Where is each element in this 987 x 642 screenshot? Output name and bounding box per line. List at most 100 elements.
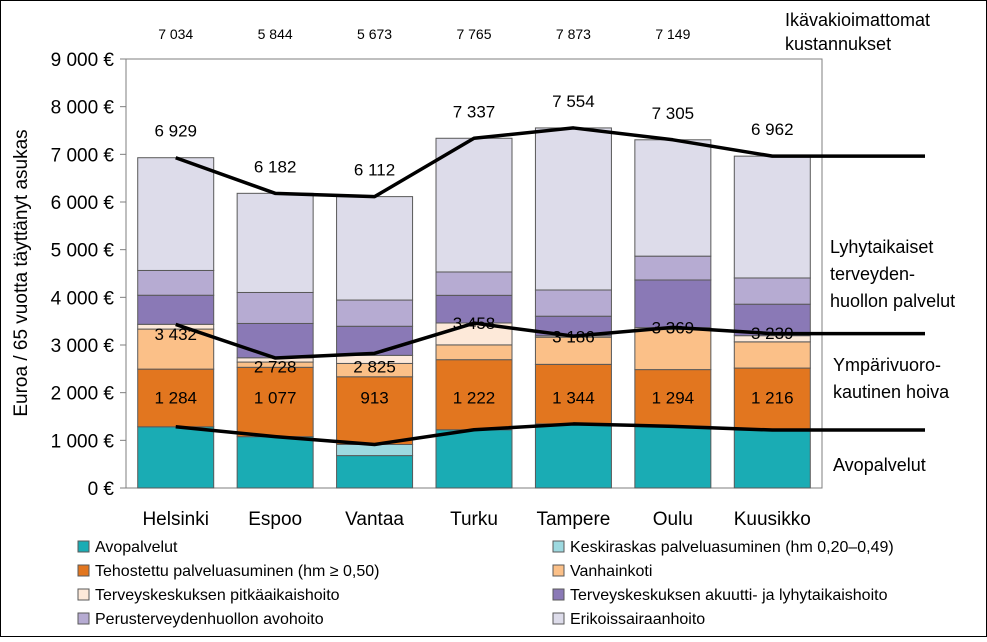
ymparivuorokautinen-data-label: 3 239: [751, 324, 794, 343]
x-category-label: Tampere: [536, 509, 610, 530]
y-tick-label: 1 000 €: [51, 431, 115, 452]
lyhytaikaiset-label: terveyden-: [830, 264, 915, 284]
ikavakioimaton-value: 5 673: [357, 26, 392, 42]
bar-segment: [336, 325, 414, 356]
bar-segment: [634, 139, 712, 257]
legend-label: Keskiraskas palveluasuminen (hm 0,20–0,4…: [570, 539, 894, 556]
legend-swatch: [552, 540, 565, 553]
x-category-label: Helsinki: [142, 509, 209, 530]
y-tick-label: 0 €: [88, 479, 115, 500]
x-category-label: Vantaa: [345, 509, 404, 530]
bar-segment: [733, 155, 811, 279]
bar-segment: [534, 289, 612, 317]
bar-segment: [634, 369, 712, 427]
total-data-label: 7 337: [453, 102, 496, 121]
legend-swatch: [77, 564, 90, 577]
ymparivuorokautinen-label: kautinen hoiva: [833, 382, 950, 402]
legend-swatch: [77, 588, 90, 601]
legend-swatch: [77, 612, 90, 625]
legend-label: Erikoissairaanhoito: [570, 611, 705, 628]
ikavakioimattomat-label: kustannukset: [785, 34, 891, 54]
y-tick-label: 9 000 €: [51, 50, 115, 71]
bar-segment: [733, 277, 811, 305]
legend-label: Perusterveydenhuollon avohoito: [95, 611, 324, 628]
legend-label: Terveyskeskuksen pitkäaikaishoito: [95, 587, 340, 604]
bar-segment: [236, 436, 314, 489]
bar-segment: [336, 376, 414, 445]
ymparivuorokautinen-data-label: 3 369: [652, 318, 695, 337]
ikavakioimaton-value: 7 765: [456, 26, 491, 42]
avopalvelut-data-label: 1 077: [254, 388, 297, 407]
bar-segment: [634, 279, 712, 329]
bar-segment: [435, 271, 513, 296]
avopalvelut-label: Avopalvelut: [833, 455, 926, 475]
total-data-label: 7 305: [652, 104, 695, 123]
y-tick-label: 2 000 €: [51, 384, 115, 405]
legend-label: Avopalvelut: [95, 539, 178, 556]
lyhytaikaiset-label: huollon palvelut: [830, 291, 955, 311]
bar-segment: [634, 255, 712, 281]
bar-segment: [137, 426, 215, 489]
ymparivuorokautinen-label: Ympärivuoro-: [833, 355, 941, 375]
x-category-label: Oulu: [653, 509, 693, 530]
ikavakioimaton-value: 7 149: [655, 26, 690, 42]
avopalvelut-data-label: 1 344: [552, 388, 595, 407]
bar-segment: [634, 425, 712, 489]
legend-swatch: [552, 612, 565, 625]
legend-swatch: [552, 588, 565, 601]
ymparivuorokautinen-line: [175, 321, 925, 360]
bar-segment: [137, 157, 215, 271]
legend-label: Terveyskeskuksen akuutti- ja lyhytaikais…: [570, 587, 888, 604]
x-category-label: Espoo: [248, 509, 302, 530]
bar-segment: [336, 455, 414, 489]
legend-swatch: [552, 564, 565, 577]
legend-swatch: [77, 540, 90, 553]
y-tick-label: 8 000 €: [51, 98, 115, 119]
bar-segment: [336, 299, 414, 327]
total-data-label: 6 112: [354, 161, 395, 180]
avopalvelut-data-label: 1 216: [751, 388, 794, 407]
bar-segment: [534, 423, 612, 489]
lyhytaikaiset-line: [175, 126, 925, 199]
bar-segment: [137, 269, 215, 296]
ikavakioimattomat-label: Ikävakioimattomat: [785, 10, 930, 30]
bar-segment: [435, 359, 513, 431]
y-tick-label: 7 000 €: [51, 145, 115, 166]
ikavakioimaton-value: 7 873: [556, 26, 591, 42]
total-data-label: 6 182: [254, 157, 297, 176]
avopalvelut-data-label: 913: [360, 388, 388, 407]
ymparivuorokautinen-data-label: 3 458: [453, 314, 496, 333]
total-data-label: 7 554: [552, 92, 595, 111]
ymparivuorokautinen-data-label: 2 728: [254, 357, 297, 376]
x-category-label: Turku: [450, 509, 498, 530]
avopalvelut-data-label: 1 294: [652, 388, 695, 407]
y-tick-label: 4 000 €: [51, 288, 115, 309]
bar-segment: [137, 294, 215, 325]
bar-segment: [534, 336, 612, 365]
bar-segment: [137, 368, 215, 428]
lyhytaikaiset-label: Lyhytaikaiset: [830, 237, 933, 257]
bar-segment: [733, 429, 811, 489]
avopalvelut-data-label: 1 284: [154, 388, 197, 407]
ikavakioimaton-value: 5 844: [258, 26, 293, 42]
bar-segment: [534, 127, 612, 291]
ymparivuorokautinen-data-label: 3 186: [552, 327, 595, 346]
legend-label: Tehostettu palveluasuminen (hm ≥ 0,50): [95, 563, 380, 580]
bar-segment: [534, 363, 612, 425]
bar-segment: [435, 137, 513, 273]
ikavakioimaton-value: 7 034: [158, 26, 193, 42]
bar-segment: [435, 344, 513, 361]
bar-segment: [137, 328, 215, 370]
legend-label: Vanhainkoti: [570, 563, 652, 580]
bar-segment: [435, 294, 513, 324]
y-tick-label: 5 000 €: [51, 241, 115, 262]
bar-segment: [634, 329, 712, 371]
ymparivuorokautinen-data-label: 2 825: [353, 357, 396, 376]
total-data-label: 6 929: [154, 122, 197, 141]
bar-segment: [336, 196, 414, 301]
bar-segment: [236, 322, 314, 359]
bar-segment: [733, 341, 811, 369]
y-tick-label: 3 000 €: [51, 336, 115, 357]
